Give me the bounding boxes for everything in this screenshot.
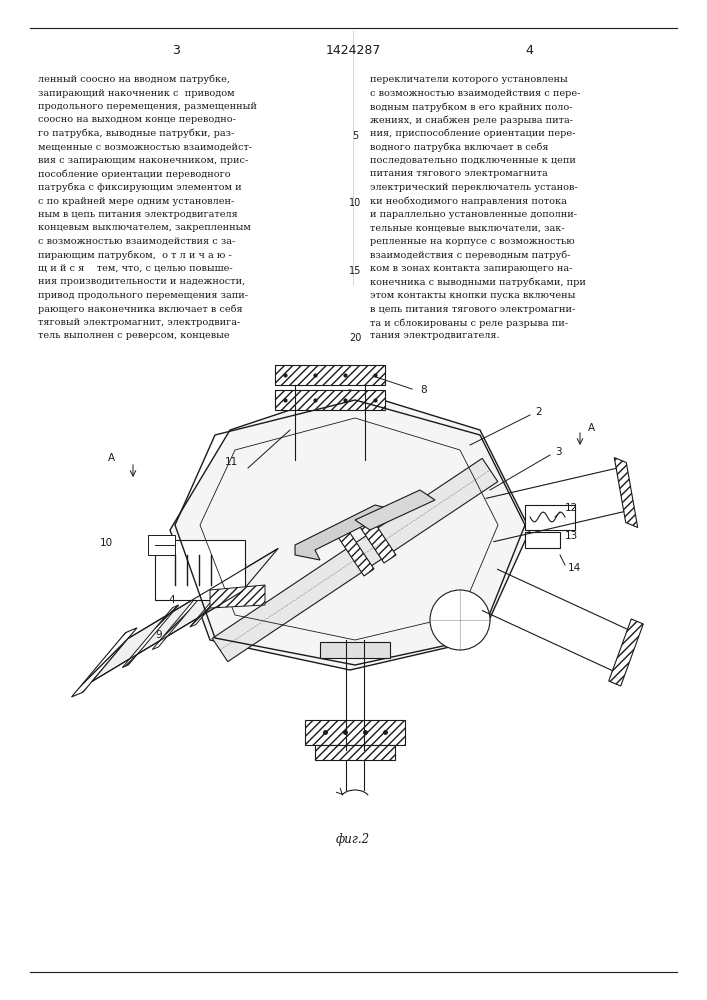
- Polygon shape: [275, 365, 385, 385]
- Text: 11: 11: [225, 457, 238, 467]
- Text: запирающий накочненик с  приводом: запирающий накочненик с приводом: [38, 89, 235, 98]
- Polygon shape: [189, 564, 246, 627]
- Text: 4: 4: [168, 595, 175, 605]
- Text: последовательно подключенные к цепи: последовательно подключенные к цепи: [370, 156, 576, 165]
- Polygon shape: [355, 490, 435, 530]
- Polygon shape: [315, 745, 395, 760]
- Polygon shape: [92, 549, 278, 681]
- Text: щ и й с я    тем, что, с целью повыше-: щ и й с я тем, что, с целью повыше-: [38, 264, 233, 273]
- Text: электрический переключатель установ-: электрический переключатель установ-: [370, 183, 578, 192]
- Text: 1424287: 1424287: [325, 43, 380, 56]
- Text: ным в цепь питания электродвигателя: ным в цепь питания электродвигателя: [38, 210, 238, 219]
- Text: 3: 3: [172, 43, 180, 56]
- Text: 9: 9: [155, 630, 162, 640]
- Text: водным патрубком в его крайних поло-: водным патрубком в его крайних поло-: [370, 102, 573, 111]
- Text: взаимодействия с переводным патруб-: взаимодействия с переводным патруб-: [370, 250, 571, 260]
- Text: 8: 8: [420, 385, 426, 395]
- Text: вия с запирающим наконечником, прис-: вия с запирающим наконечником, прис-: [38, 156, 248, 165]
- Polygon shape: [614, 458, 638, 527]
- Polygon shape: [212, 458, 498, 662]
- Text: в цепь питания тягового электромагни-: в цепь питания тягового электромагни-: [370, 304, 575, 314]
- Text: 15: 15: [349, 266, 361, 276]
- Text: с возможностью взаимодействия с за-: с возможностью взаимодействия с за-: [38, 237, 235, 246]
- Text: тяговый электромагнит, электродвига-: тяговый электромагнит, электродвига-: [38, 318, 240, 327]
- Text: пирающим патрубком,  о т л и ч а ю -: пирающим патрубком, о т л и ч а ю -: [38, 250, 232, 260]
- Polygon shape: [609, 619, 643, 686]
- Text: тель выполнен с реверсом, концевые: тель выполнен с реверсом, концевые: [38, 332, 230, 340]
- Text: 10: 10: [100, 538, 113, 548]
- Text: ния производительности и надежности,: ния производительности и надежности,: [38, 277, 245, 286]
- Polygon shape: [295, 505, 395, 560]
- Polygon shape: [320, 642, 390, 658]
- Polygon shape: [122, 605, 179, 668]
- Text: жениях, и снабжен реле разрыва пита-: жениях, и снабжен реле разрыва пита-: [370, 115, 573, 125]
- Text: ния, приспособление ориентации пере-: ния, приспособление ориентации пере-: [370, 129, 575, 138]
- Text: фиг.2: фиг.2: [336, 834, 370, 846]
- Text: конечника с выводными патрубками, при: конечника с выводными патрубками, при: [370, 277, 586, 287]
- Text: 14: 14: [568, 563, 581, 573]
- Text: 20: 20: [349, 333, 361, 343]
- Text: соосно на выходном конце переводно-: соосно на выходном конце переводно-: [38, 115, 236, 124]
- Text: питания тягового электромагнита: питания тягового электромагнита: [370, 169, 548, 178]
- Circle shape: [430, 590, 490, 650]
- Text: ленный соосно на вводном патрубке,: ленный соосно на вводном патрубке,: [38, 75, 230, 85]
- Polygon shape: [210, 585, 265, 608]
- Polygon shape: [155, 540, 245, 600]
- Text: тельные концевые выключатели, зак-: тельные концевые выключатели, зак-: [370, 224, 565, 232]
- Text: и параллельно установленные дополни-: и параллельно установленные дополни-: [370, 210, 577, 219]
- Text: та и сблокированы с реле разрыва пи-: та и сблокированы с реле разрыва пи-: [370, 318, 568, 328]
- Text: перекличатели которого установлены: перекличатели которого установлены: [370, 75, 568, 84]
- Polygon shape: [525, 532, 560, 548]
- Text: го патрубка, выводные патрубки, раз-: го патрубка, выводные патрубки, раз-: [38, 129, 234, 138]
- Polygon shape: [148, 535, 175, 555]
- Text: рающего наконечника включает в себя: рающего наконечника включает в себя: [38, 304, 243, 314]
- Text: привод продольного перемещения запи-: привод продольного перемещения запи-: [38, 291, 248, 300]
- Text: продольного перемещения, размещенный: продольного перемещения, размещенный: [38, 102, 257, 111]
- Text: ком в зонах контакта запирающего на-: ком в зонах контакта запирающего на-: [370, 264, 573, 273]
- Text: 4: 4: [525, 43, 533, 56]
- Text: этом контакты кнопки пуска включены: этом контакты кнопки пуска включены: [370, 291, 575, 300]
- Text: А: А: [588, 423, 595, 433]
- Text: 2: 2: [535, 407, 542, 417]
- Polygon shape: [275, 390, 385, 410]
- Text: патрубка с фиксирующим элементом и: патрубка с фиксирующим элементом и: [38, 183, 242, 192]
- Text: 3: 3: [555, 447, 561, 457]
- Text: водного патрубка включает в себя: водного патрубка включает в себя: [370, 142, 549, 152]
- Text: ки необходимого направления потока: ки необходимого направления потока: [370, 196, 567, 206]
- Text: с по крайней мере одним установлен-: с по крайней мере одним установлен-: [38, 196, 234, 206]
- Text: 13: 13: [565, 531, 578, 541]
- Text: 12: 12: [565, 503, 578, 513]
- Polygon shape: [170, 390, 530, 670]
- Text: мещенные с возможностью взаимодейст-: мещенные с возможностью взаимодейст-: [38, 142, 252, 151]
- Polygon shape: [525, 505, 575, 530]
- Polygon shape: [152, 587, 209, 650]
- Text: 5: 5: [352, 131, 358, 141]
- Text: тания электродвигателя.: тания электродвигателя.: [370, 332, 500, 340]
- Polygon shape: [356, 513, 396, 563]
- Text: репленные на корпусе с возможностью: репленные на корпусе с возможностью: [370, 237, 575, 246]
- Polygon shape: [305, 720, 405, 745]
- Text: концевым выключателем, закрепленным: концевым выключателем, закрепленным: [38, 224, 251, 232]
- Text: 10: 10: [349, 198, 361, 208]
- Text: А: А: [108, 453, 115, 463]
- Polygon shape: [336, 527, 374, 576]
- Text: пособление ориентации переводного: пособление ориентации переводного: [38, 169, 230, 179]
- Text: с возможностью взаимодействия с пере-: с возможностью взаимодействия с пере-: [370, 89, 580, 98]
- Polygon shape: [71, 628, 137, 697]
